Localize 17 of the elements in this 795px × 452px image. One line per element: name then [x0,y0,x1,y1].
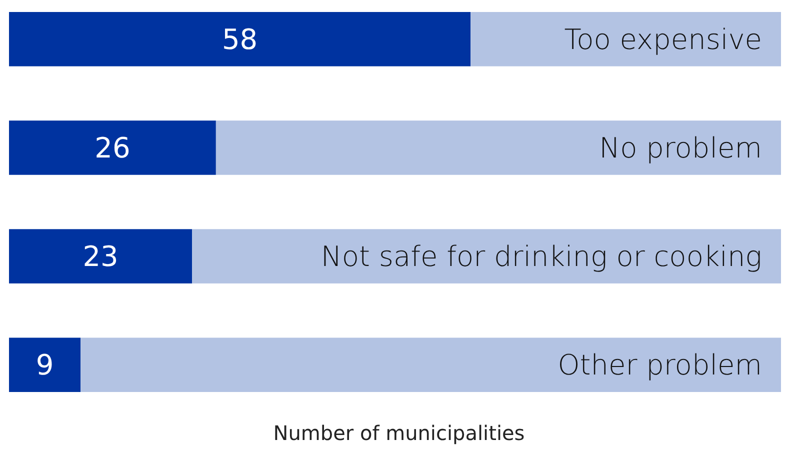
y-tick-label: Other problem [558,348,762,382]
bar [192,229,781,284]
bar [9,229,192,284]
y-tick-label: No problem [599,132,762,165]
data-label: 23 [82,240,118,274]
bar [9,338,81,392]
x-axis-title: Number of municipalities [273,421,525,445]
data-label: 58 [222,22,258,56]
y-tick-label: Not safe for drinking or cooking [320,240,762,274]
bar [470,12,781,66]
data-label: 26 [94,132,130,165]
data-label: 9 [36,348,54,382]
bar [80,338,781,392]
y-tick-label: Too expensive [564,22,762,56]
bar [9,120,216,175]
bar [216,120,781,175]
bar [9,12,471,66]
